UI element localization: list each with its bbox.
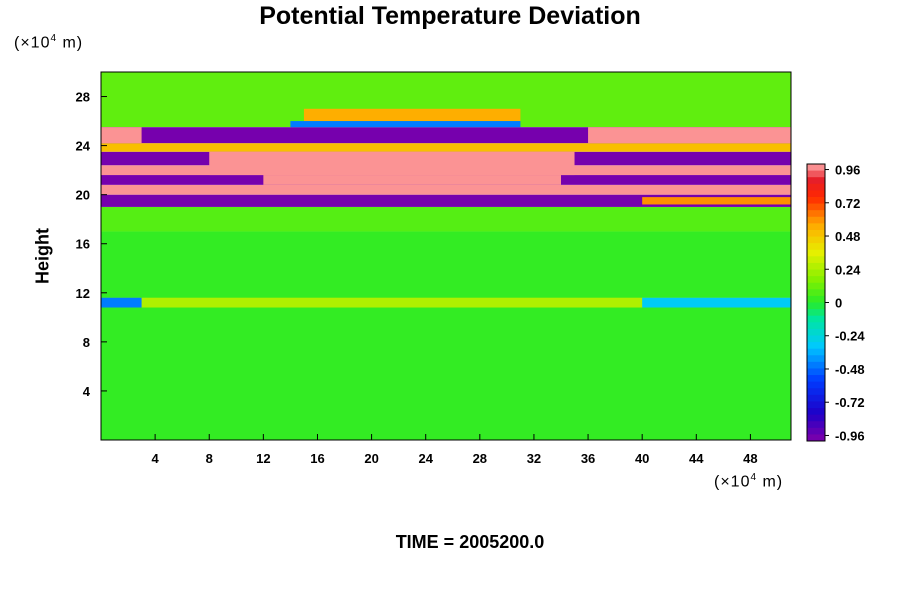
colorbar: 0.96 0.72 0.48 0.24 0 -0.24 -0.48 -0.72 -0.96 <box>806 163 865 443</box>
field-band-15 <box>209 151 575 176</box>
field-band-18 <box>290 121 521 128</box>
colorbar-band <box>807 309 825 317</box>
y-axis: 4 8 12 16 20 24 28 <box>76 90 107 399</box>
colorbar-band <box>807 335 825 343</box>
colorbar-tick-label: 0 <box>835 296 842 311</box>
x-axis-unit: (×104 m) <box>714 472 784 491</box>
colorbar-band <box>807 421 825 429</box>
field-band-16 <box>263 175 561 185</box>
x-tick-label: 20 <box>364 451 378 466</box>
field-band-3 <box>101 297 791 308</box>
colorbar-band <box>807 414 825 422</box>
field-band-1 <box>101 206 791 232</box>
colorbar-band <box>807 295 825 303</box>
colorbar-tick-label: 0.24 <box>835 262 861 277</box>
colorbar-band <box>807 249 825 257</box>
colorbar-band <box>807 236 825 244</box>
y-tick-label: 8 <box>83 335 90 350</box>
field-band-14 <box>588 127 791 144</box>
colorbar-band <box>807 302 825 310</box>
colorbar-band <box>807 276 825 284</box>
colorbar-tick-label: 0.96 <box>835 163 860 178</box>
colorbar-band <box>807 262 825 271</box>
x-tick-label: 24 <box>418 451 433 466</box>
plot-frame <box>100 71 792 441</box>
y-axis-unit: (×104 m) <box>14 33 84 52</box>
colorbar-band <box>807 190 825 198</box>
field-band-7 <box>101 184 791 195</box>
field-band-17 <box>303 108 521 122</box>
colorbar-band <box>807 375 825 383</box>
colorbar-band <box>807 223 825 231</box>
field-band-5 <box>642 297 791 308</box>
x-tick-label: 16 <box>310 451 324 466</box>
colorbar-band <box>807 256 825 264</box>
x-tick-label: 28 <box>473 451 487 466</box>
x-tick-label: 36 <box>581 451 595 466</box>
colorbar-band <box>807 183 825 191</box>
colorbar-band <box>807 427 825 435</box>
colorbar-band <box>807 381 825 389</box>
colorbar-band <box>807 269 825 277</box>
colorbar-band <box>807 229 825 238</box>
colorbar-band <box>807 434 825 442</box>
colorbar-tick-label: -0.24 <box>835 329 865 344</box>
colorbar-band <box>807 348 825 356</box>
y-tick-label: 12 <box>76 286 90 301</box>
colorbar-band <box>807 401 825 409</box>
field-band-6 <box>101 194 791 207</box>
chart-title: Potential Temperature Deviation <box>259 2 641 30</box>
colorbar-band <box>807 355 825 363</box>
y-tick-label: 28 <box>76 90 90 105</box>
x-tick-label: 8 <box>206 451 213 466</box>
x-tick-label: 12 <box>256 451 270 466</box>
field-band-0 <box>101 231 791 440</box>
colorbar-band <box>807 368 825 376</box>
colorbar-tick-label: 0.72 <box>835 196 860 211</box>
colorbar-tick-label: -0.48 <box>835 362 865 377</box>
colorbar-band <box>807 315 825 323</box>
plot-area <box>101 72 791 440</box>
colorbar-band <box>807 243 825 251</box>
colorbar-tick-label: -0.96 <box>835 428 865 443</box>
colorbar-band <box>807 322 825 330</box>
colorbar-band <box>807 210 825 218</box>
y-tick-label: 24 <box>76 139 91 154</box>
x-tick-label: 4 <box>152 451 160 466</box>
colorbar-band <box>807 216 825 224</box>
colorbar-tick-label: 0.48 <box>835 229 860 244</box>
x-tick-label: 44 <box>689 451 704 466</box>
field-band-19 <box>642 197 791 205</box>
colorbar-band <box>807 177 825 185</box>
colorbar-band <box>807 282 825 290</box>
x-axis: 4 8 12 16 20 24 28 32 36 40 44 48 <box>152 434 758 466</box>
y-tick-label: 16 <box>76 237 90 252</box>
colorbar-band <box>807 361 825 369</box>
colorbar-tick-label: -0.72 <box>835 395 865 410</box>
time-label: TIME = 2005200.0 <box>395 532 545 552</box>
colorbar-band <box>807 170 825 178</box>
colorbar-band <box>807 388 825 396</box>
y-tick-label: 4 <box>83 384 91 399</box>
colorbar-band <box>807 164 825 172</box>
colorbar-band <box>807 328 825 336</box>
field-band-4 <box>101 297 142 308</box>
x-tick-label: 40 <box>635 451 649 466</box>
colorbar-band <box>807 289 825 297</box>
colorbar-band <box>807 203 825 211</box>
x-tick-label: 48 <box>743 451 757 466</box>
colorbar-band <box>807 394 825 402</box>
x-tick-label: 32 <box>527 451 541 466</box>
field-band-11 <box>101 143 791 152</box>
colorbar-band <box>807 342 825 350</box>
field-band-13 <box>101 127 142 144</box>
colorbar-band <box>807 408 825 416</box>
y-tick-label: 20 <box>76 188 90 203</box>
colorbar-band <box>807 196 825 205</box>
